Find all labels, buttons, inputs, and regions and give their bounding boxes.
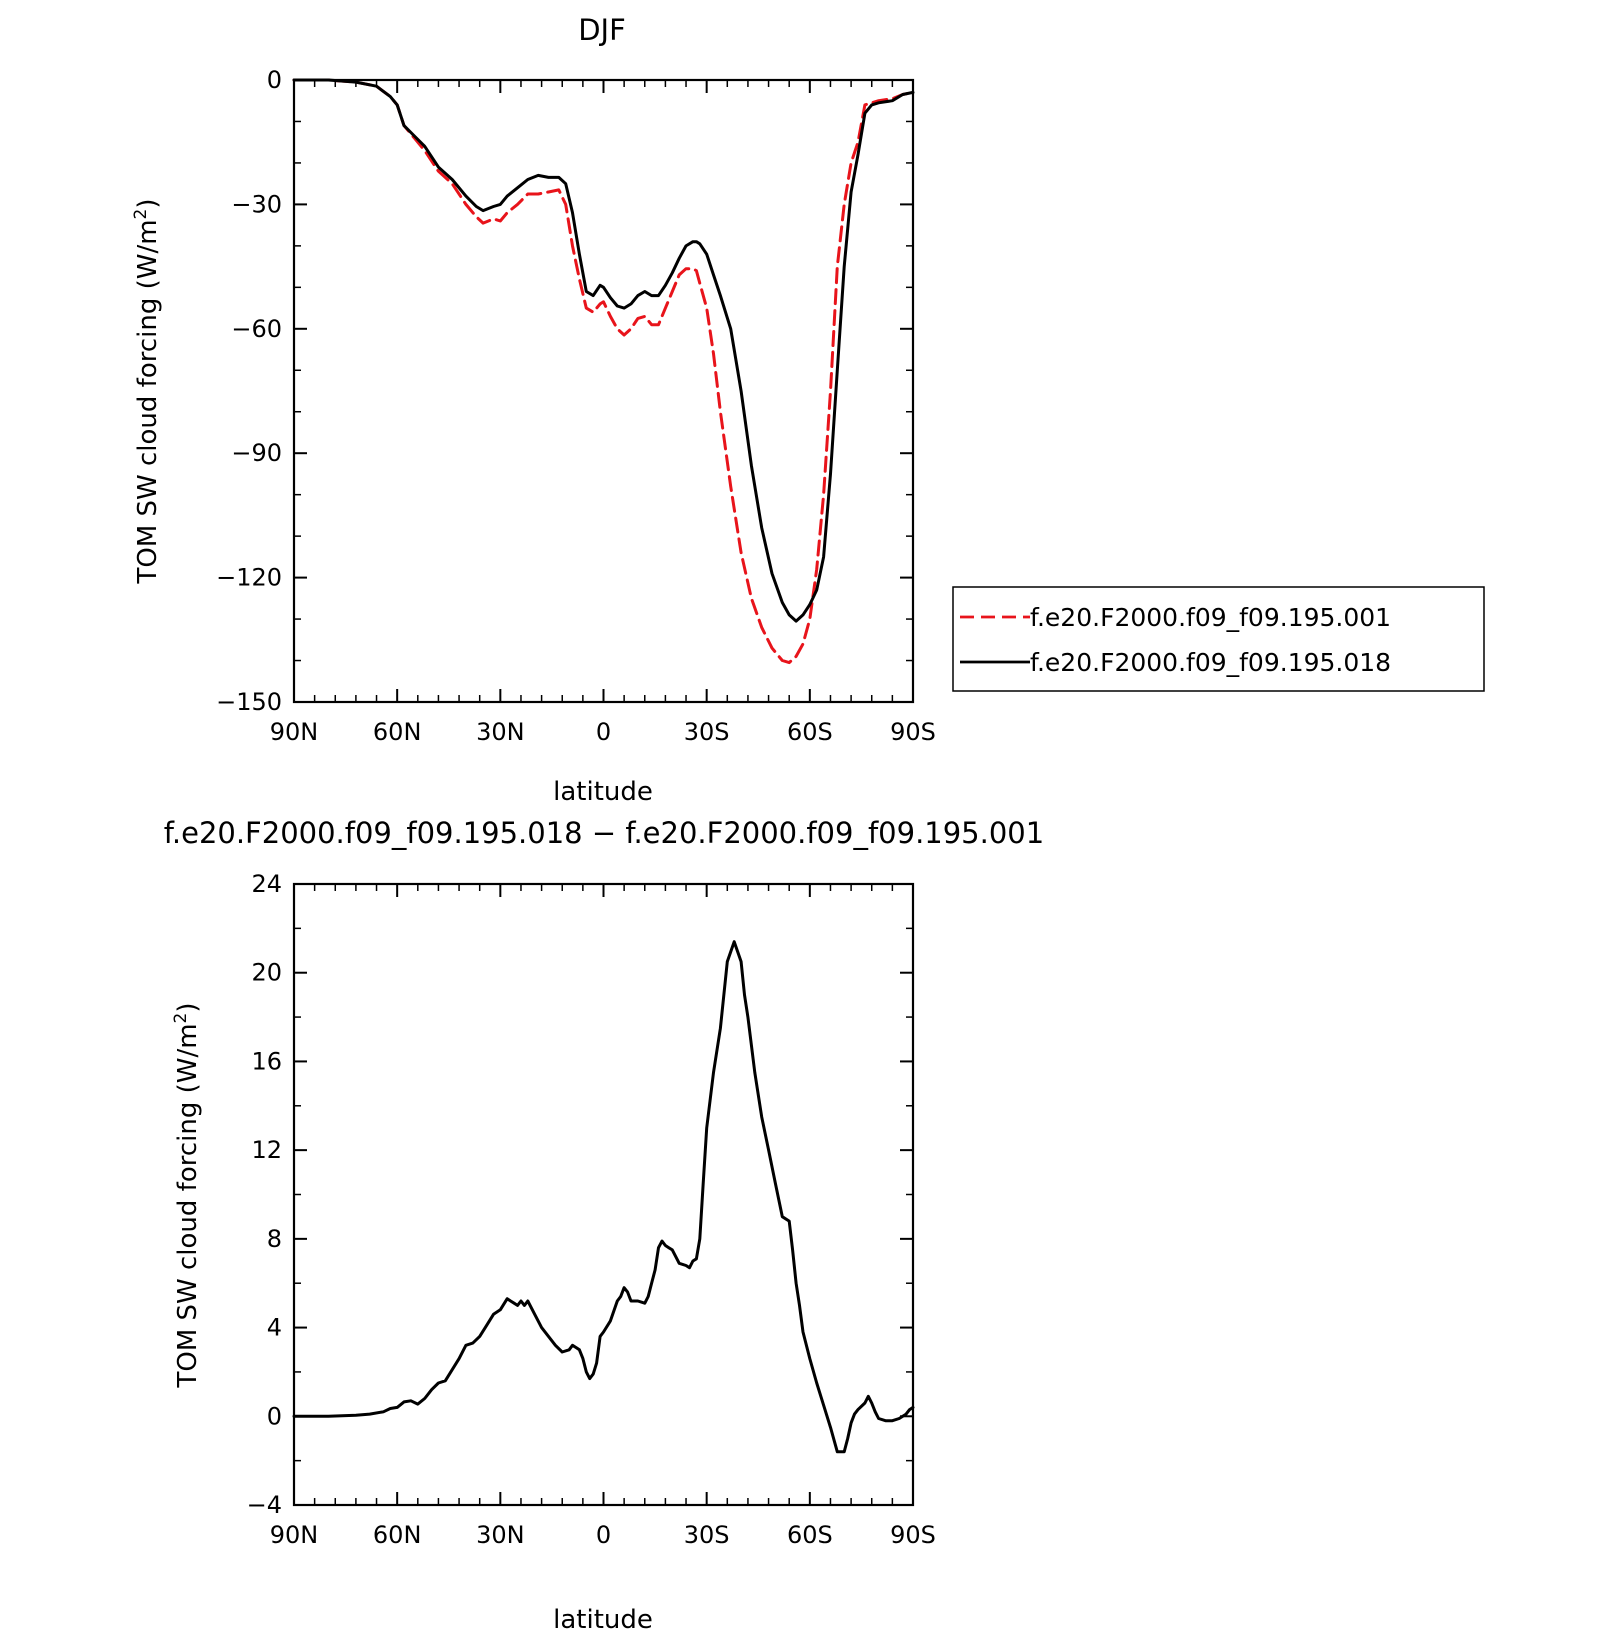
bottom-y-tick-labels: 24 20 16 12 8 4 0 −4 (247, 870, 282, 1519)
legend-box (952, 586, 1485, 692)
legend-label-run-001: f.e20.F2000.f09_f09.195.001 (1030, 603, 1391, 632)
top-x-tick-labels: 90N 60N 30N 0 30S 60S 90S (270, 718, 936, 746)
y-tick-label: −90 (231, 439, 282, 467)
legend: f.e20.F2000.f09_f09.195.001 f.e20.F2000.… (952, 586, 1485, 692)
x-tick-label: 60N (373, 718, 422, 746)
top-y-axis-unit-superscript: 2 (131, 209, 151, 220)
x-tick-label: 30N (476, 718, 525, 746)
x-tick-label: 0 (596, 718, 611, 746)
y-tick-label: 16 (251, 1047, 282, 1075)
series-line-0-1 (292, 78, 915, 623)
bottom-panel-title: f.e20.F2000.f09_f09.195.018 − f.e20.F200… (164, 816, 1044, 850)
y-tick-label: −60 (231, 315, 282, 343)
x-tick-label: 0 (596, 1521, 611, 1549)
x-tick-label: 30S (684, 718, 730, 746)
top-plot-frame (292, 78, 915, 704)
bottom-x-axis-title: latitude (553, 1605, 653, 1635)
bottom-x-tick-labels: 90N 60N 30N 0 30S 60S 90S (270, 1521, 936, 1549)
y-tick-label: −150 (216, 688, 282, 716)
series-line-0-0 (292, 78, 915, 665)
x-tick-label: 90S (890, 718, 936, 746)
bottom-tick-marks (293, 883, 914, 1506)
y-tick-label: 0 (267, 66, 282, 94)
x-tick-label: 90S (890, 1521, 936, 1549)
x-tick-label: 60S (787, 718, 833, 746)
bottom-y-axis-title: TOM SW cloud forcing (W/m2) (171, 1002, 203, 1388)
top-tick-marks (293, 79, 914, 703)
y-tick-label: −30 (231, 190, 282, 218)
x-tick-label: 30S (684, 1521, 730, 1549)
bottom-y-axis-unit-superscript: 2 (171, 1013, 191, 1024)
legend-label-run-018: f.e20.F2000.f09_f09.195.018 (1030, 648, 1391, 677)
bottom-series-lines (292, 940, 915, 1454)
y-tick-label: 24 (251, 870, 282, 898)
x-tick-label: 30N (476, 1521, 525, 1549)
series-line-1-0 (292, 940, 915, 1454)
x-tick-label: 90N (270, 1521, 319, 1549)
top-panel: DJF 90N 60N 30N 0 30S 60S 90S 0 −30 −60 −90 −120 −1… (131, 13, 1485, 807)
x-tick-label: 60N (373, 1521, 422, 1549)
x-tick-label: 90N (270, 718, 319, 746)
bottom-panel: f.e20.F2000.f09_f09.195.018 − f.e20.F200… (164, 816, 1044, 1635)
y-tick-label: 12 (251, 1136, 282, 1164)
top-y-tick-labels: 0 −30 −60 −90 −120 −150 (216, 66, 282, 716)
top-y-axis-title: TOM SW cloud forcing (W/m2) (131, 198, 163, 584)
y-tick-label: −120 (216, 564, 282, 592)
top-panel-title: DJF (578, 13, 626, 47)
bottom-plot-frame (292, 882, 915, 1507)
x-tick-label: 60S (787, 1521, 833, 1549)
top-x-axis-title: latitude (553, 777, 653, 807)
top-series-lines (292, 78, 915, 665)
y-tick-label: 20 (251, 959, 282, 987)
y-tick-label: 0 (267, 1402, 282, 1430)
y-tick-label: 4 (267, 1314, 282, 1342)
y-tick-label: −4 (247, 1491, 282, 1519)
y-tick-label: 8 (267, 1225, 282, 1253)
